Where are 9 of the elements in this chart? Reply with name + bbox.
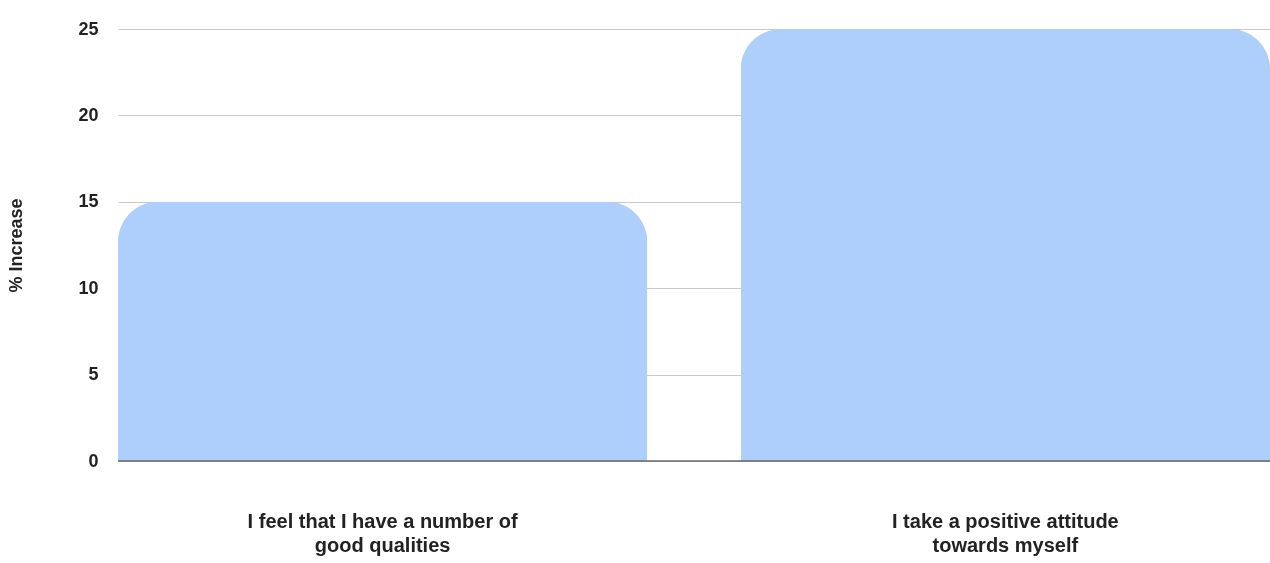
x-tick-label: I take a positive attitude towards myself <box>891 509 1119 556</box>
y-axis-title: % Increase <box>6 198 27 293</box>
x-tick-label: I feel that I have a number of good qualities <box>247 509 519 556</box>
y-tick-label: 20 <box>78 104 99 125</box>
y-tick-label: 5 <box>88 364 99 385</box>
y-tick-label: 25 <box>78 18 99 39</box>
y-tick-label: 0 <box>88 450 99 471</box>
y-tick-label: 10 <box>78 277 99 298</box>
y-tick-label: 15 <box>78 191 99 212</box>
